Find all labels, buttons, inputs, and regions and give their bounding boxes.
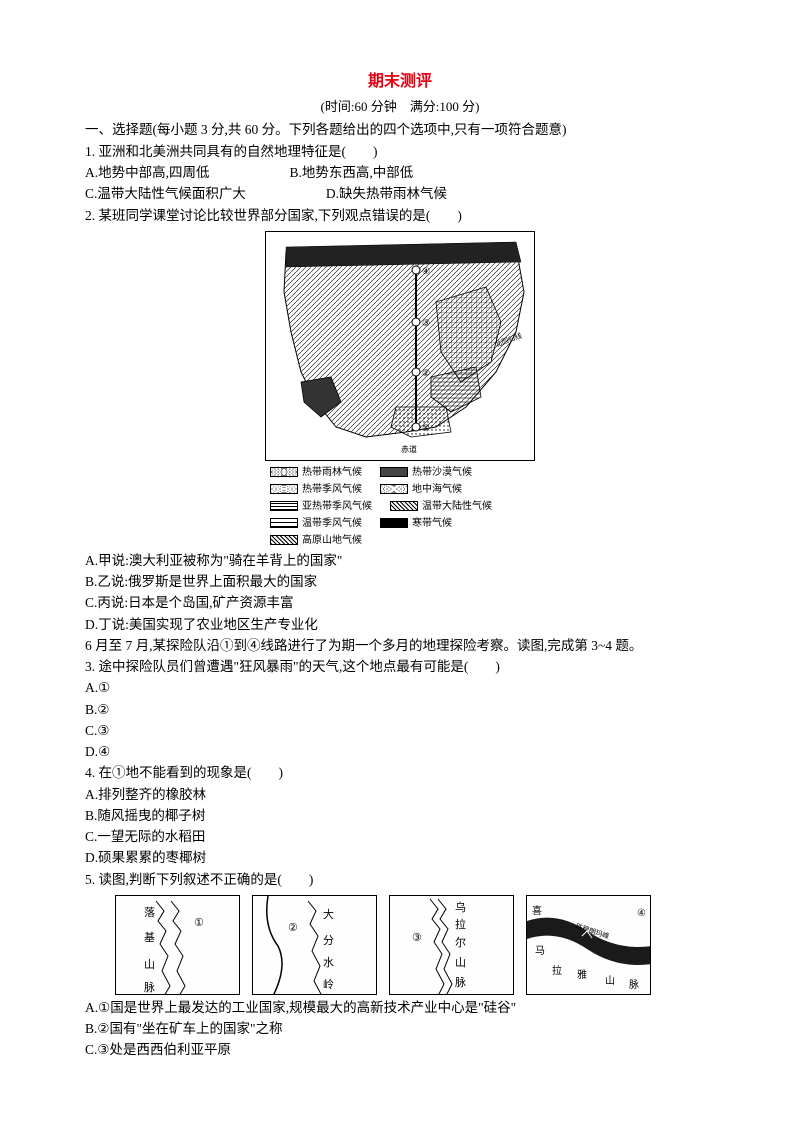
q5-map-3: 乌 拉 ③ 尔 山 脉 — [389, 895, 514, 995]
svg-text:②: ② — [422, 368, 430, 378]
map-legend: 热带雨林气候 热带沙漠气候 热带季风气候 地中海气候 亚热带季风气候 温带大陆性… — [270, 465, 530, 548]
legend-item-1: 热带沙漠气候 — [380, 465, 472, 480]
q4-option-d: D.硕果累累的枣椰树 — [85, 848, 715, 868]
legend-label: 高原山地气候 — [302, 533, 362, 548]
q3-option-b: B.② — [85, 700, 715, 720]
legend-label: 热带雨林气候 — [302, 465, 362, 480]
q5-stem: 5. 读图,判断下列叙述不正确的是( ) — [85, 870, 715, 890]
svg-text:基: 基 — [144, 931, 155, 944]
svg-text:水: 水 — [323, 956, 334, 969]
legend-item-4: 亚热带季风气候 — [270, 499, 372, 514]
q5-map-2: 大 ② 分 水 岭 — [252, 895, 377, 995]
svg-text:落: 落 — [144, 906, 155, 919]
passage-3-4: 6 月至 7 月,某探险队沿①到④线路进行了为期一个多月的地理探险考察。读图,完… — [85, 636, 715, 656]
q5-map-1: 落 ① 基 山 脉 — [115, 895, 240, 995]
q5-option-c: C.③处是西西伯利亚平原 — [85, 1040, 715, 1060]
legend-item-6: 温带季风气候 — [270, 516, 362, 531]
legend-item-0: 热带雨林气候 — [270, 465, 362, 480]
legend-item-5: 温带大陆性气候 — [390, 499, 492, 514]
q1-option-d: D.缺失热带雨林气候 — [326, 184, 447, 204]
q5-maps-row: 落 ① 基 山 脉 大 ② 分 水 岭 乌 拉 ③ 尔 山 脉 — [115, 895, 715, 995]
svg-text:山: 山 — [144, 958, 155, 971]
svg-text:山: 山 — [605, 975, 615, 987]
svg-text:①: ① — [422, 423, 430, 433]
legend-item-2: 热带季风气候 — [270, 482, 362, 497]
q4-option-c: C.一望无际的水稻田 — [85, 827, 715, 847]
q3-stem: 3. 途中探险队员们曾遭遇"狂风暴雨"的天气,这个地点最有可能是( ) — [85, 657, 715, 677]
q2-stem: 2. 某班同学课堂讨论比较世界部分国家,下列观点错误的是( ) — [85, 206, 715, 226]
svg-text:赤道: 赤道 — [401, 444, 417, 454]
q1-stem: 1. 亚洲和北美洲共同具有的自然地理特征是( ) — [85, 142, 715, 162]
svg-text:马: 马 — [535, 945, 545, 957]
svg-text:②: ② — [288, 922, 298, 934]
svg-text:脉: 脉 — [455, 975, 466, 989]
q2-option-b: B.乙说:俄罗斯是世界上面积最大的国家 — [85, 572, 715, 592]
legend-item-3: 地中海气候 — [380, 482, 462, 497]
q3-option-c: C.③ — [85, 721, 715, 741]
svg-text:③: ③ — [422, 318, 430, 328]
svg-text:脉: 脉 — [629, 978, 639, 991]
q4-option-b: B.随风摇曳的椰子树 — [85, 806, 715, 826]
legend-label: 温带季风气候 — [302, 516, 362, 531]
legend-label: 温带大陆性气候 — [422, 499, 492, 514]
svg-text:①: ① — [194, 917, 204, 929]
q1-option-c: C.温带大陆性气候面积广大 — [85, 184, 246, 204]
svg-text:岭: 岭 — [323, 977, 334, 991]
q1-row2: C.温带大陆性气候面积广大 D.缺失热带雨林气候 — [85, 184, 715, 204]
legend-label: 热带沙漠气候 — [412, 465, 472, 480]
svg-text:拉: 拉 — [552, 964, 562, 977]
section-heading: 一、选择题(每小题 3 分,共 60 分。下列各题给出的四个选项中,只有一项符合… — [85, 120, 715, 140]
svg-text:山: 山 — [455, 956, 466, 969]
svg-text:④: ④ — [637, 908, 646, 919]
svg-text:脉: 脉 — [144, 980, 155, 994]
q5-option-a: A.①国是世界上最发达的工业国家,规模最大的高新技术产业中心是"硅谷" — [85, 998, 715, 1018]
q3-option-a: A.① — [85, 678, 715, 698]
svg-text:③: ③ — [412, 932, 422, 944]
q2-option-c: C.丙说:日本是个岛国,矿产资源丰富 — [85, 593, 715, 613]
q1-option-b: B.地势东西高,中部低 — [290, 163, 414, 183]
legend-label: 热带季风气候 — [302, 482, 362, 497]
svg-text:分: 分 — [323, 934, 334, 947]
q5-map-4: 喜 ④ 马 珠穆朗玛峰 8844.43米 拉 雅 山 脉 — [526, 895, 651, 995]
svg-text:喜: 喜 — [532, 904, 542, 917]
svg-text:尔: 尔 — [455, 936, 466, 949]
svg-text:拉: 拉 — [455, 917, 466, 931]
q5-option-b: B.②国有"坐在矿车上的国家"之称 — [85, 1019, 715, 1039]
legend-label: 寒带气候 — [412, 516, 452, 531]
map-image: ① ② ③ ④ 北回归线 赤道 — [265, 231, 535, 461]
svg-text:大: 大 — [323, 907, 334, 921]
legend-label: 亚热带季风气候 — [302, 499, 372, 514]
svg-text:雅: 雅 — [577, 968, 587, 981]
q4-option-a: A.排列整齐的橡胶林 — [85, 785, 715, 805]
svg-text:乌: 乌 — [455, 900, 466, 914]
legend-label: 地中海气候 — [412, 482, 462, 497]
legend-item-7: 寒带气候 — [380, 516, 452, 531]
q3-option-d: D.④ — [85, 742, 715, 762]
q2-option-d: D.丁说:美国实现了农业地区生产专业化 — [85, 615, 715, 635]
asia-climate-map: ① ② ③ ④ 北回归线 赤道 热带雨林气候 热带沙漠气候 热带季风气候 地中海… — [265, 231, 535, 548]
svg-text:④: ④ — [422, 266, 430, 276]
legend-item-8: 高原山地气候 — [270, 533, 362, 548]
q1-row1: A.地势中部高,四周低 B.地势东西高,中部低 — [85, 163, 715, 183]
q2-option-a: A.甲说:澳大利亚被称为"骑在羊背上的国家" — [85, 551, 715, 571]
q1-option-a: A.地势中部高,四周低 — [85, 163, 210, 183]
page-subtitle: (时间:60 分钟 满分:100 分) — [85, 97, 715, 117]
page-title: 期末测评 — [85, 70, 715, 94]
q4-stem: 4. 在①地不能看到的现象是( ) — [85, 763, 715, 783]
